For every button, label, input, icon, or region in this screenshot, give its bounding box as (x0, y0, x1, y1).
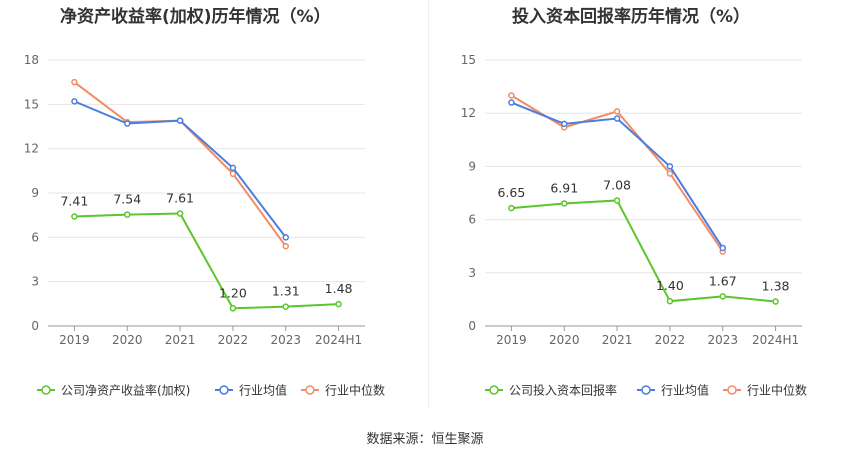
data-point (772, 298, 779, 305)
data-point (335, 300, 342, 308)
x-tick-label: 2021 (165, 333, 196, 347)
data-label: 7.61 (166, 191, 194, 206)
series-line (511, 101, 724, 249)
y-tick-label: 6 (468, 213, 476, 227)
data-point (71, 98, 78, 105)
legend-label: 公司投入资本回报率 (509, 383, 617, 398)
data-point (666, 163, 674, 170)
data-point (282, 234, 289, 241)
y-tick-label: 15 (461, 53, 476, 67)
y-tick-label: 18 (24, 53, 39, 67)
data-label: 1.40 (656, 278, 684, 293)
legend-swatch-marker (41, 385, 51, 395)
data-label: 1.20 (219, 285, 247, 300)
legend-label: 公司净资产收益率(加权) (61, 383, 190, 398)
data-point (282, 303, 289, 310)
data-point (71, 213, 78, 220)
chart-title-roe: 净资产收益率(加权)历年情况（%） (60, 7, 331, 27)
data-point (282, 242, 289, 250)
legend-label: 行业均值 (661, 383, 709, 398)
data-point (613, 115, 621, 122)
x-tick-label: 2022 (655, 333, 686, 347)
x-tick-label: 2019 (496, 333, 527, 347)
x-tick-label: 2021 (602, 333, 633, 347)
x-tick-label: 2020 (112, 333, 143, 347)
data-point (71, 78, 78, 86)
data-label: 1.48 (325, 281, 353, 296)
series-line (74, 212, 339, 310)
data-point (176, 210, 184, 217)
legend-swatch-marker (641, 385, 651, 395)
data-point (666, 170, 674, 177)
legend-swatch-marker (305, 385, 315, 395)
data-label: 7.54 (113, 192, 141, 207)
data-label: 1.31 (272, 284, 300, 299)
data-label: 7.08 (603, 177, 631, 192)
y-tick-label: 9 (31, 186, 39, 200)
legend-label: 行业均值 (239, 383, 287, 398)
y-tick-label: 15 (24, 97, 39, 111)
y-tick-label: 12 (24, 142, 39, 156)
data-point (719, 293, 726, 300)
data-point (561, 120, 568, 128)
x-tick-label: 2020 (549, 333, 580, 347)
data-point (666, 297, 674, 305)
y-tick-label: 3 (468, 266, 476, 280)
x-tick-label: 2023 (707, 333, 738, 347)
x-tick-label: 2022 (218, 333, 249, 347)
data-point (561, 200, 568, 207)
x-tick-label: 2023 (270, 333, 301, 347)
data-point (508, 92, 515, 99)
legend-swatch-marker (489, 385, 499, 395)
y-tick-label: 0 (31, 319, 39, 333)
data-label: 6.65 (497, 185, 525, 200)
y-tick-label: 0 (468, 319, 476, 333)
x-tick-label: 2024H1 (315, 333, 362, 347)
data-point (613, 108, 621, 115)
data-label: 1.67 (709, 273, 737, 288)
y-tick-label: 9 (468, 159, 476, 173)
data-point (613, 197, 621, 204)
data-source-note: 数据来源：恒生聚源 (366, 432, 484, 447)
y-tick-label: 6 (31, 230, 39, 244)
data-point (229, 164, 237, 172)
data-label: 7.41 (60, 193, 88, 208)
data-point (176, 117, 184, 124)
data-point (508, 204, 515, 212)
panel-divider (428, 0, 429, 408)
chart-roe: 0 3 6 9 12 15 18 2019 2020 2021 2022 2023 2024H1 7.41… (24, 53, 385, 398)
data-point (719, 244, 726, 252)
legend-label: 行业中位数 (747, 383, 807, 398)
series-line (511, 199, 776, 303)
y-tick-label: 12 (461, 106, 476, 120)
data-label: 6.91 (550, 180, 578, 195)
data-point (229, 170, 237, 178)
data-point (229, 305, 237, 312)
data-point (124, 120, 131, 127)
chart-title-roic: 投入资本回报率历年情况（%） (512, 7, 751, 27)
legend-label: 行业中位数 (325, 383, 385, 398)
data-label: 1.38 (762, 279, 790, 294)
chart-roic: 0 3 6 9 12 15 2019 2020 2021 2022 2023 2024H1 6.65 6.… (461, 53, 807, 398)
x-tick-label: 2019 (59, 333, 90, 347)
y-tick-label: 3 (31, 275, 39, 289)
data-point (508, 99, 515, 106)
x-tick-label: 2024H1 (752, 333, 799, 347)
legend-swatch-marker (219, 385, 229, 395)
legend-swatch-marker (727, 385, 737, 395)
data-point (124, 211, 131, 218)
